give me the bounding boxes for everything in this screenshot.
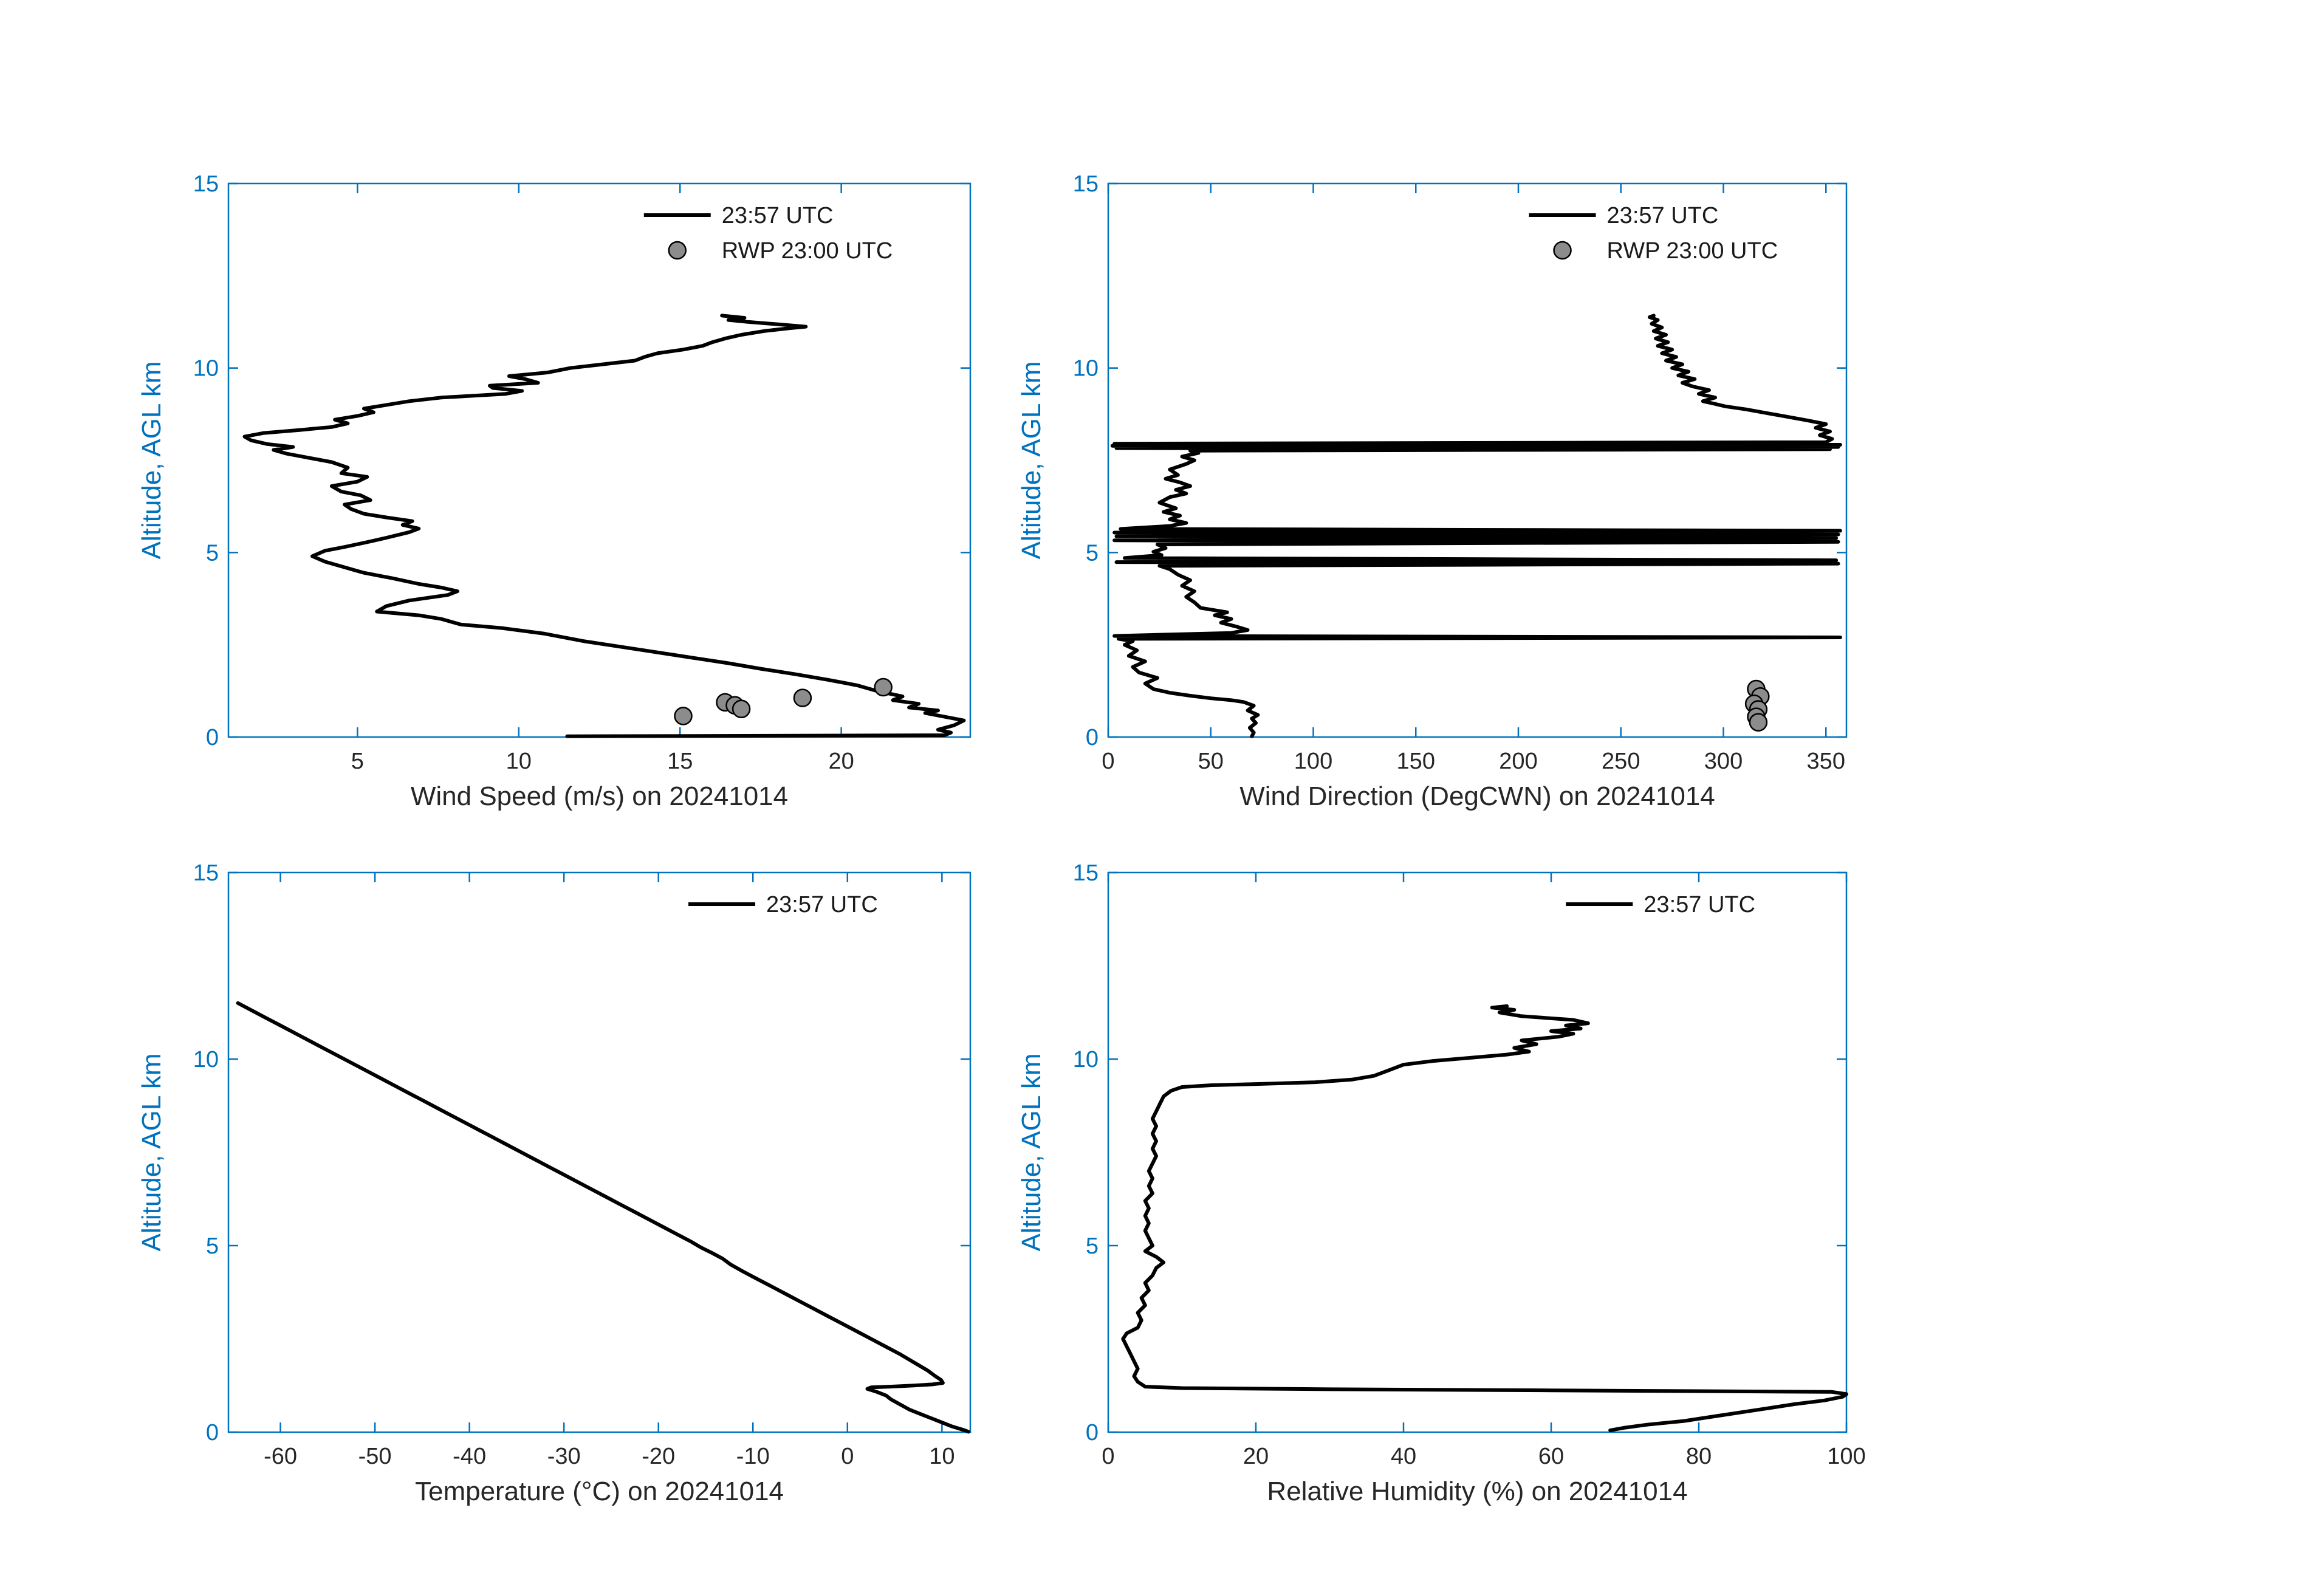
relative-humidity-y-axis-label: Altitude, AGL km bbox=[1016, 1053, 1046, 1251]
temperature-profile-line bbox=[236, 1001, 970, 1434]
relative-humidity-profile-line bbox=[1121, 1004, 1848, 1432]
x-tick-label: 40 bbox=[1391, 1444, 1416, 1469]
y-tick-label: 15 bbox=[193, 860, 219, 886]
relative-humidity-x-axis-label: Relative Humidity (%) on 20241014 bbox=[1267, 1477, 1687, 1506]
y-tick-label: 5 bbox=[206, 540, 219, 566]
wind-direction-rwp-marker bbox=[1749, 713, 1768, 732]
x-tick-label: 20 bbox=[829, 749, 854, 774]
y-tick-label: 0 bbox=[1086, 725, 1099, 750]
y-tick-label: 10 bbox=[1073, 1047, 1099, 1072]
wind-speed-rwp-marker bbox=[674, 707, 693, 725]
wind-speed-plot-box bbox=[227, 182, 972, 738]
legend-marker-sample bbox=[668, 241, 687, 260]
x-tick-label: 300 bbox=[1704, 749, 1743, 774]
x-tick-label: 0 bbox=[1102, 1444, 1114, 1469]
legend-marker-sample bbox=[1553, 241, 1572, 260]
x-tick-label: 0 bbox=[841, 1444, 854, 1469]
y-tick-label: 15 bbox=[1073, 860, 1099, 886]
x-tick-label: 60 bbox=[1538, 1444, 1564, 1469]
relative-humidity-panel: 0 20 40 60 80 100 0 5 10 15 Relative Humidity (%) … bbox=[1016, 860, 1866, 1506]
x-tick-label: 150 bbox=[1397, 749, 1435, 774]
wind-direction-panel: 0 50 100 150 200 250 300 350 0 5 10 15 Wind Directio… bbox=[1016, 171, 1848, 811]
temperature-y-axis-label: Altitude, AGL km bbox=[137, 1053, 166, 1251]
x-tick-label: 100 bbox=[1294, 749, 1332, 774]
x-tick-label: 10 bbox=[929, 1444, 955, 1469]
x-tick-label: 200 bbox=[1499, 749, 1537, 774]
x-tick-label: -30 bbox=[547, 1444, 581, 1469]
wind-direction-x-axis-label: Wind Direction (DegCWN) on 20241014 bbox=[1239, 781, 1715, 811]
x-tick-label: -40 bbox=[453, 1444, 486, 1469]
legend-label: 23:57 UTC bbox=[1644, 892, 1755, 918]
wind-direction-y-axis-label: Altitude, AGL km bbox=[1016, 361, 1046, 559]
wind-direction-plot-box bbox=[1107, 182, 1848, 738]
y-tick-label: 15 bbox=[193, 171, 219, 197]
y-tick-label: 0 bbox=[206, 725, 219, 750]
y-tick-label: 5 bbox=[206, 1233, 219, 1259]
y-tick-label: 0 bbox=[1086, 1420, 1099, 1446]
wind-speed-rwp-marker bbox=[793, 688, 812, 707]
legend-label: 23:57 UTC bbox=[766, 892, 878, 918]
legend-label: RWP 23:00 UTC bbox=[1607, 238, 1778, 264]
x-tick-label: 20 bbox=[1243, 1444, 1269, 1469]
legend-label: 23:57 UTC bbox=[722, 203, 834, 228]
y-tick-label: 10 bbox=[193, 1047, 219, 1072]
x-tick-label: 100 bbox=[1827, 1444, 1865, 1469]
x-tick-label: 250 bbox=[1602, 749, 1640, 774]
x-tick-label: -10 bbox=[736, 1444, 770, 1469]
wind-speed-y-axis-label: Altitude, AGL km bbox=[137, 361, 166, 559]
relative-humidity-plot-box bbox=[1107, 871, 1848, 1433]
wind-speed-profile-line bbox=[242, 314, 966, 738]
wind-speed-x-axis-label: Wind Speed (m/s) on 20241014 bbox=[411, 781, 788, 811]
wind-speed-rwp-marker bbox=[874, 677, 893, 697]
y-tick-label: 10 bbox=[193, 356, 219, 382]
temperature-plot-box bbox=[227, 871, 972, 1433]
x-tick-label: 350 bbox=[1807, 749, 1845, 774]
wind-speed-panel: 5 10 15 20 0 5 10 15 Wind Speed (m/s) on 2024101… bbox=[137, 171, 972, 811]
x-tick-label: 50 bbox=[1198, 749, 1224, 774]
y-tick-label: 15 bbox=[1073, 171, 1099, 197]
wind-direction-profile-line bbox=[1110, 314, 1842, 738]
wind-speed-rwp-marker bbox=[732, 699, 751, 719]
y-tick-label: 10 bbox=[1073, 356, 1099, 382]
x-tick-label: 5 bbox=[351, 749, 364, 774]
legend-label: 23:57 UTC bbox=[1607, 203, 1719, 228]
y-tick-label: 5 bbox=[1086, 540, 1099, 566]
x-tick-label: -20 bbox=[642, 1444, 675, 1469]
y-tick-label: 5 bbox=[1086, 1233, 1099, 1259]
x-tick-label: 80 bbox=[1686, 1444, 1712, 1469]
y-tick-label: 0 bbox=[206, 1420, 219, 1446]
temperature-panel: -60 -50 -40 -30 -20 -10 0 10 0 5 10 15 Temperature (… bbox=[137, 860, 972, 1506]
legend-label: RWP 23:00 UTC bbox=[722, 238, 893, 264]
x-tick-label: 0 bbox=[1102, 749, 1114, 774]
temperature-x-axis-label: Temperature (°C) on 20241014 bbox=[415, 1477, 784, 1506]
x-tick-label: -50 bbox=[358, 1444, 392, 1469]
x-tick-label: 10 bbox=[506, 749, 532, 774]
x-tick-label: -60 bbox=[264, 1444, 297, 1469]
x-tick-label: 15 bbox=[667, 749, 693, 774]
